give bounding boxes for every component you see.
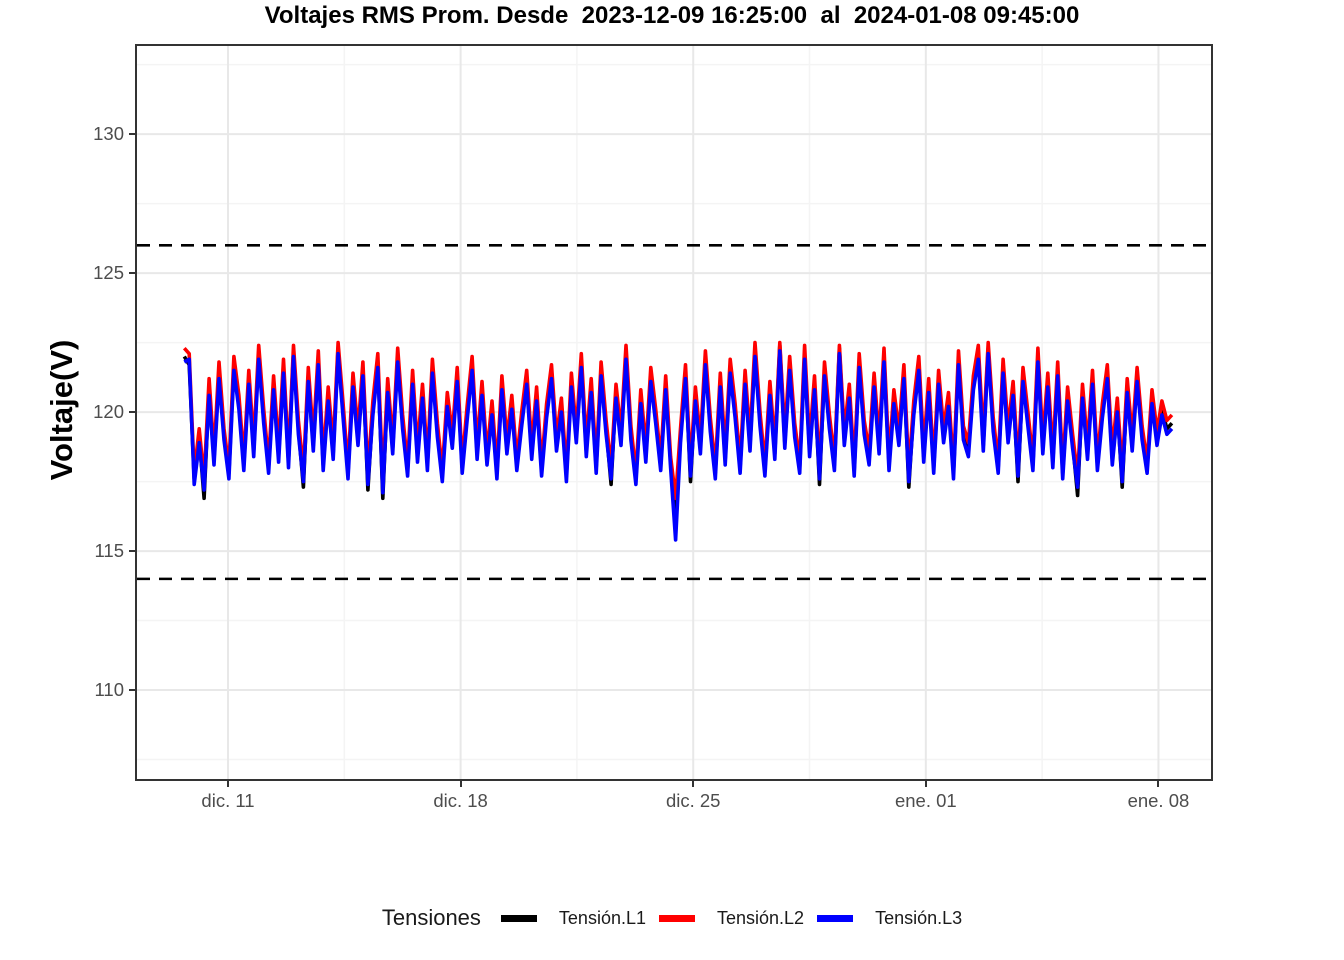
x-tick-label: ene. 01 [894, 790, 957, 811]
x-tick-label: dic. 11 [201, 790, 255, 811]
y-axis-tick [129, 689, 137, 692]
y-axis-tick [129, 272, 137, 275]
x-tick-label: ene. 08 [1127, 790, 1190, 811]
legend-item-tension-l2: Tensión.L2 [659, 908, 804, 929]
legend-key-tension-l2 [659, 914, 695, 922]
y-tick-label: 125 [93, 262, 124, 284]
x-tick-label: dic. 25 [665, 790, 721, 811]
legend-item-tension-l1: Tensión.L1 [500, 907, 646, 929]
y-tick-label: 110 [94, 679, 125, 701]
legend-label-tension-l3: Tensión.L3 [875, 907, 963, 928]
legend-key-tension-l1 [500, 914, 537, 922]
y-axis-tick [129, 133, 137, 136]
y-axis-tick [129, 550, 137, 553]
chart-title: Voltajes RMS Prom. Desde 2023-12-09 16:2… [264, 2, 1080, 29]
x-axis-tick [1157, 779, 1160, 787]
legend-label-tension-l2: Tensión.L2 [717, 907, 805, 928]
plot-area [137, 46, 1211, 779]
legend-title: Tensiones [381, 905, 481, 930]
y-tick-label: 130 [93, 123, 124, 145]
x-tick-label: dic. 18 [433, 790, 488, 811]
x-axis-tick [459, 779, 462, 787]
x-axis-tick [692, 779, 695, 787]
legend-label-tension-l1: Tensión.L1 [558, 907, 646, 928]
y-tick-label: 115 [94, 540, 125, 562]
y-tick-label: 120 [93, 401, 124, 423]
x-axis-tick [227, 779, 229, 787]
x-axis-tick [924, 779, 927, 787]
y-axis-tick [129, 411, 137, 414]
legend-item-tension-l3: Tensión.L3 [817, 908, 962, 929]
legend-key-tension-l3 [817, 914, 854, 922]
series-line-tensi-n-l3 [183, 349, 1174, 542]
legend: Tensiones Tensión.L1 Tensión.L2 Tensión.… [0, 896, 1344, 940]
